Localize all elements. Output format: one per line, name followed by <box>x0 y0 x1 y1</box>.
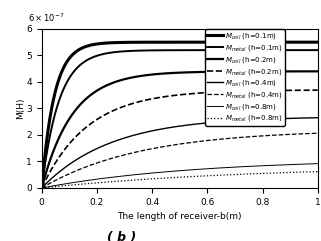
$M_{metal}$ (h=0.4m) <box>204 139 208 142</box>
$M_{coil}$ (h=0.8m) <box>204 167 208 170</box>
$M_{coil}$ (h=0.1m) <box>189 41 193 44</box>
$M_{coil}$ (h=0.8m) <box>266 164 270 167</box>
Y-axis label: M(H): M(H) <box>16 98 25 119</box>
$M_{metal}$ (h=0.2m) <box>316 89 320 92</box>
$M_{metal}$ (h=0.8m) <box>309 170 313 173</box>
Line: $M_{metal}$ (h=0.8m): $M_{metal}$ (h=0.8m) <box>42 172 318 188</box>
Line: $M_{coil}$ (h=0.2m): $M_{coil}$ (h=0.2m) <box>42 71 318 188</box>
$M_{metal}$ (h=0.1m) <box>171 49 175 52</box>
$M_{coil}$ (h=0.8m) <box>173 170 177 173</box>
$M_{coil}$ (h=0.4m) <box>204 121 208 124</box>
$M_{coil}$ (h=0.1m) <box>204 41 208 44</box>
$M_{coil}$ (h=0.2m) <box>40 187 44 189</box>
$M_{metal}$ (h=0.8m) <box>204 174 208 177</box>
$M_{coil}$ (h=0.2m) <box>171 72 175 74</box>
$M_{metal}$ (h=0.1m) <box>189 49 193 52</box>
$M_{metal}$ (h=0.4m) <box>173 143 177 146</box>
Line: $M_{coil}$ (h=0.4m): $M_{coil}$ (h=0.4m) <box>42 118 318 188</box>
$M_{coil}$ (h=0.4m) <box>171 126 175 128</box>
$M_{metal}$ (h=0.1m) <box>316 49 320 52</box>
$M_{coil}$ (h=0.2m) <box>309 70 313 73</box>
$M_{metal}$ (h=0.8m) <box>316 170 320 173</box>
$M_{coil}$ (h=0.8m) <box>309 162 313 165</box>
X-axis label: The length of receiver-b(m): The length of receiver-b(m) <box>117 212 242 221</box>
$M_{coil}$ (h=0.1m) <box>309 41 313 44</box>
Text: ( b ): ( b ) <box>107 231 137 241</box>
$M_{metal}$ (h=0.1m) <box>204 49 208 52</box>
$M_{coil}$ (h=0.1m) <box>316 41 320 44</box>
$M_{coil}$ (h=0.2m) <box>204 70 208 73</box>
Line: $M_{metal}$ (h=0.1m): $M_{metal}$ (h=0.1m) <box>42 50 318 188</box>
Text: $6\times10^{-7}$: $6\times10^{-7}$ <box>28 12 65 24</box>
$M_{coil}$ (h=0.4m) <box>309 116 313 119</box>
$M_{coil}$ (h=0.4m) <box>189 123 193 126</box>
$M_{coil}$ (h=0.8m) <box>316 162 320 165</box>
Legend: $M_{coil}$ (h=0.1m), $M_{metal}$ (h=0.1m), $M_{coil}$ (h=0.2m), $M_{metal}$ (h=0: $M_{coil}$ (h=0.1m), $M_{metal}$ (h=0.1m… <box>205 29 284 126</box>
$M_{metal}$ (h=0.8m) <box>40 187 44 189</box>
$M_{metal}$ (h=0.2m) <box>173 94 177 97</box>
$M_{metal}$ (h=0.1m) <box>266 49 270 52</box>
$M_{coil}$ (h=0.1m) <box>266 41 270 44</box>
$M_{coil}$ (h=0.2m) <box>189 71 193 74</box>
$M_{metal}$ (h=0.4m) <box>189 141 193 144</box>
$M_{metal}$ (h=0.8m) <box>189 175 193 178</box>
$M_{metal}$ (h=0.1m) <box>309 49 313 52</box>
$M_{metal}$ (h=0.2m) <box>309 89 313 92</box>
$M_{coil}$ (h=0.8m) <box>40 187 44 189</box>
$M_{coil}$ (h=0.8m) <box>171 170 175 173</box>
$M_{coil}$ (h=0.4m) <box>266 118 270 120</box>
Line: $M_{coil}$ (h=0.1m): $M_{coil}$ (h=0.1m) <box>42 42 318 188</box>
$M_{metal}$ (h=0.2m) <box>171 94 175 97</box>
$M_{coil}$ (h=0.2m) <box>316 70 320 73</box>
Line: $M_{coil}$ (h=0.8m): $M_{coil}$ (h=0.8m) <box>42 164 318 188</box>
$M_{metal}$ (h=0.4m) <box>316 132 320 135</box>
$M_{metal}$ (h=0.4m) <box>171 144 175 147</box>
$M_{coil}$ (h=0.2m) <box>173 71 177 74</box>
Line: $M_{metal}$ (h=0.2m): $M_{metal}$ (h=0.2m) <box>42 90 318 188</box>
$M_{coil}$ (h=0.1m) <box>173 41 177 44</box>
$M_{metal}$ (h=0.4m) <box>309 132 313 135</box>
Line: $M_{metal}$ (h=0.4m): $M_{metal}$ (h=0.4m) <box>42 133 318 188</box>
$M_{metal}$ (h=0.4m) <box>266 134 270 137</box>
$M_{coil}$ (h=0.1m) <box>40 187 44 189</box>
$M_{coil}$ (h=0.2m) <box>266 70 270 73</box>
$M_{coil}$ (h=0.4m) <box>40 187 44 189</box>
$M_{coil}$ (h=0.4m) <box>173 125 177 128</box>
$M_{metal}$ (h=0.8m) <box>266 172 270 175</box>
$M_{metal}$ (h=0.1m) <box>40 187 44 189</box>
$M_{metal}$ (h=0.2m) <box>40 187 44 189</box>
$M_{coil}$ (h=0.4m) <box>316 116 320 119</box>
$M_{metal}$ (h=0.8m) <box>171 176 175 179</box>
$M_{metal}$ (h=0.1m) <box>173 49 177 52</box>
$M_{metal}$ (h=0.2m) <box>204 91 208 94</box>
$M_{coil}$ (h=0.1m) <box>171 41 175 44</box>
$M_{coil}$ (h=0.8m) <box>189 168 193 171</box>
$M_{metal}$ (h=0.2m) <box>266 89 270 92</box>
$M_{metal}$ (h=0.8m) <box>173 176 177 179</box>
$M_{metal}$ (h=0.2m) <box>189 92 193 95</box>
$M_{metal}$ (h=0.4m) <box>40 187 44 189</box>
